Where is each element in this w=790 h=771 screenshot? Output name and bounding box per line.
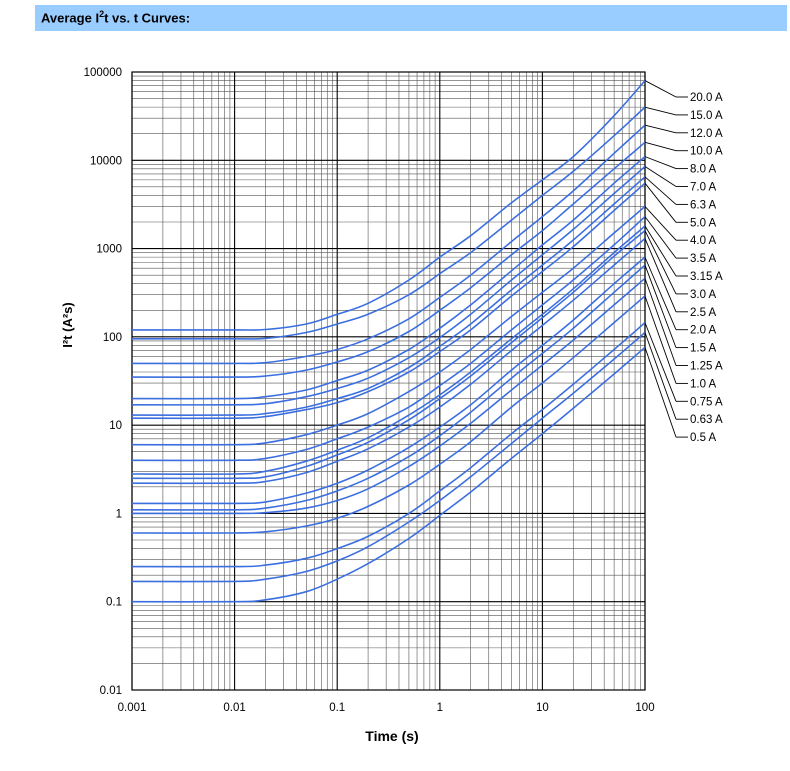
legend-label: 10.0 A [690, 146, 723, 158]
minor-gridlines [132, 72, 645, 690]
legend-label: 5.0 A [690, 217, 717, 229]
legend-leader-line [644, 141, 677, 152]
legend-leader-line [644, 347, 677, 438]
legend-label: 7.0 A [690, 182, 717, 194]
y-tick-label: 100000 [84, 67, 122, 79]
chart-title-prefix: Average I [41, 10, 100, 26]
series-line [131, 229, 646, 480]
legend-label: 1.25 A [690, 361, 723, 373]
series-lines [131, 80, 646, 603]
series-line [131, 156, 646, 400]
legend-label: 8.0 A [690, 164, 717, 176]
legend-label: 6.3 A [690, 199, 717, 211]
legend-leader-line [644, 182, 677, 223]
chart-title-sup: 2 [99, 9, 105, 19]
x-tick-label: 10 [536, 702, 549, 714]
x-tick-label: 0.1 [329, 702, 345, 714]
svg-text:I²t (A²s): I²t (A²s) [60, 302, 75, 348]
chart-title-suffix: t vs. t Curves: [104, 10, 191, 26]
series-line [131, 256, 646, 505]
series-line [131, 124, 646, 365]
legend-label: 12.0 A [690, 128, 723, 140]
legend-label: 0.75 A [690, 396, 723, 408]
legend-leader-line [644, 225, 677, 277]
y-axis-label: I²t (A²s) [60, 302, 75, 348]
legend-leader-line [644, 278, 677, 366]
series-line [131, 295, 646, 534]
legend-leader-line [644, 322, 677, 402]
legend-label: 15.0 A [690, 110, 723, 122]
legend-leader-line [644, 332, 677, 420]
series-line [131, 141, 646, 378]
legend-label: 1.5 A [690, 343, 717, 355]
legend-label: 3.15 A [690, 271, 723, 283]
legend-label: 3.0 A [690, 289, 717, 301]
legend-label: 4.0 A [690, 235, 717, 247]
legend-leader-line [644, 176, 677, 205]
legend-label: 3.5 A [690, 253, 717, 265]
series-line [131, 216, 646, 462]
legend: 20.0 A 15.0 A 12.0 A 10.0 A 8.0 A 7.0 A 6.3 A 5… [644, 80, 723, 444]
legend-leader-line [644, 230, 677, 295]
y-tick-label: 0.1 [106, 597, 122, 609]
legend-label: 2.0 A [690, 325, 717, 337]
legend-leader-line [644, 206, 677, 241]
series-line [131, 182, 646, 420]
series-line [132, 80, 646, 331]
series-line [131, 322, 646, 568]
x-tick-labels: 0.001 0.01 0.1 1 10 100 [118, 702, 655, 714]
x-axis-label: Time (s) [365, 728, 418, 744]
y-tick-label: 10 [109, 420, 122, 432]
chart-title-bar: Average I2t vs. t Curves: [35, 5, 787, 31]
legend-leader-line [644, 166, 677, 187]
legend-label: 1.0 A [690, 378, 717, 390]
legend-label: 0.63 A [690, 414, 723, 426]
legend-label: 2.5 A [690, 307, 717, 319]
series-line [131, 165, 646, 406]
y-tick-label: 1 [116, 508, 122, 520]
series-line [131, 106, 646, 340]
x-tick-label: 0.001 [118, 702, 147, 714]
legend-leader-line [644, 216, 677, 259]
y-tick-label: 0.01 [100, 685, 122, 697]
x-tick-label: 100 [635, 702, 654, 714]
y-tick-label: 100 [103, 332, 122, 344]
legend-leader-line [644, 238, 677, 312]
legend-label: 20.0 A [690, 92, 723, 104]
major-gridlines [131, 71, 646, 691]
x-tick-label: 0.01 [223, 702, 245, 714]
series-line [131, 346, 646, 603]
legend-leader-line [644, 264, 677, 348]
series-line [131, 225, 646, 475]
legend-leader-line [644, 295, 677, 384]
series-line [131, 277, 646, 515]
series-line [131, 331, 646, 583]
plot-frame [131, 71, 646, 691]
series-line [131, 264, 646, 511]
legend-label: 0.5 A [690, 432, 717, 444]
series-line [131, 237, 646, 485]
legend-leader-line [644, 256, 677, 330]
legend-leader-line [644, 106, 677, 116]
y-tick-labels: 0.01 0.1 1 10 100 1000 10000 100000 [84, 67, 122, 697]
y-tick-label: 10000 [90, 155, 122, 167]
x-tick-label: 1 [437, 702, 443, 714]
y-tick-label: 1000 [96, 244, 122, 256]
legend-leader-line [644, 124, 677, 134]
series-line [131, 176, 646, 416]
legend-leader-line [644, 156, 677, 170]
legend-leader-line [644, 80, 677, 98]
series-line [131, 205, 646, 446]
